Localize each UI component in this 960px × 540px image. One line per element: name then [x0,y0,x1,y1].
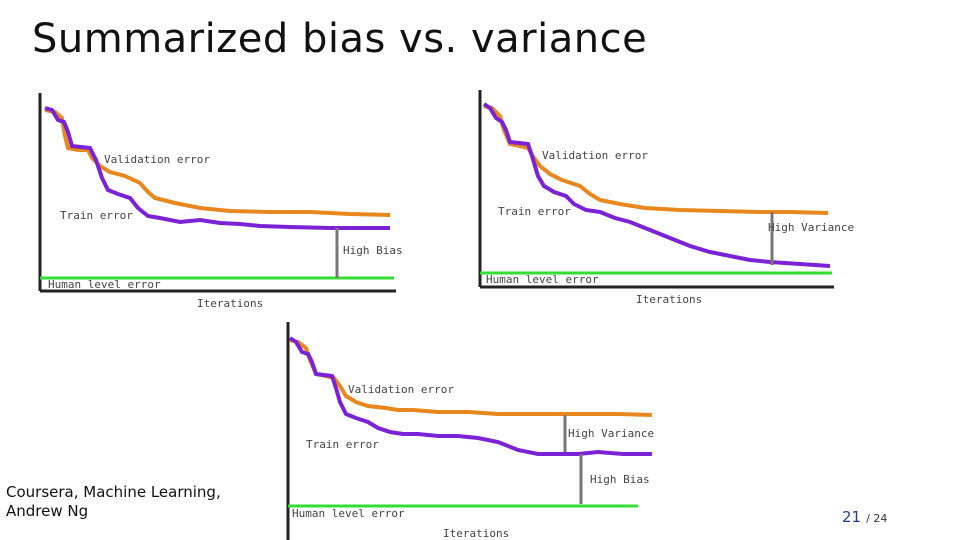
high-variance-label: High Variance [768,221,854,234]
validation-error-label: Validation error [542,149,648,162]
source-credit: Coursera, Machine Learning, Andrew Ng [6,483,221,520]
train-error-label: Train error [60,209,133,222]
high-bias-label: High Bias [590,473,650,486]
human-level-error-label: Human level error [486,273,599,286]
x-axis-label: Iterations [443,527,509,540]
slide-title: Summarized bias vs. variance [32,16,648,62]
validation-error-curve [44,108,391,217]
train-error-curve [288,336,652,456]
high-variance-label: High Variance [568,427,654,440]
x-axis-label: Iterations [197,297,263,310]
train-error-curve [482,102,831,268]
train-error-curve [44,106,390,230]
high-bias-label: High Bias [343,244,403,257]
diagram-high-bias: Validation error Train error High Bias H… [38,93,403,310]
human-level-error-label: Human level error [292,507,405,520]
page-number: 21 / 24 [842,507,887,526]
diagram-high-variance: Validation error Train error High Varian… [478,90,854,306]
train-error-label: Train error [306,438,379,451]
x-axis-label: Iterations [636,293,702,306]
validation-error-curve [483,104,829,215]
human-level-error-label: Human level error [48,278,161,291]
page-current: 21 [842,508,862,526]
validation-error-label: Validation error [104,153,210,166]
validation-error-label: Validation error [348,383,454,396]
train-error-label: Train error [498,205,571,218]
page-total: / 24 [866,512,888,525]
validation-error-curve [289,338,653,417]
diagram-high-variance-and-bias: Validation error Train error High Varian… [286,322,654,540]
